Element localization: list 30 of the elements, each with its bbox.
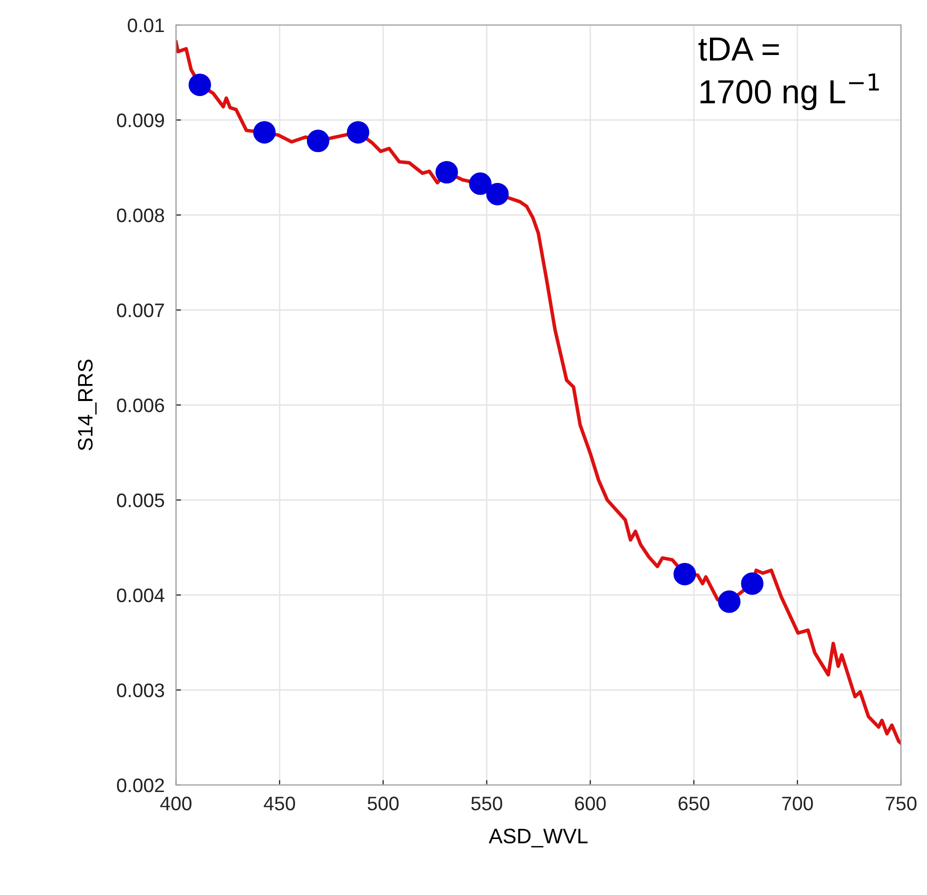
point: [436, 161, 458, 184]
x-tick-label: 600: [575, 796, 606, 810]
point: [306, 130, 330, 152]
point: [253, 121, 276, 144]
x-tick-label: 500: [368, 796, 399, 810]
x-tick-label: 650: [678, 796, 710, 810]
y-tick-label: 0.009: [116, 113, 164, 128]
point: [188, 74, 212, 96]
y-tick-label: 0.006: [116, 398, 164, 412]
x-tick-label: 750: [886, 796, 916, 810]
point: [486, 182, 509, 206]
y-tick-label: 0.005: [116, 493, 164, 508]
x-tick-label: 400: [160, 796, 192, 810]
x-tick-label: 550: [471, 796, 502, 810]
y-tick-label: 0.002: [116, 778, 164, 792]
y-tick-label: 0.01: [128, 18, 164, 32]
x-tick-label: 700: [782, 796, 813, 810]
annotation: tDA = 1700 ng L$^{−1}$: [698, 38, 879, 110]
x-axis-title: ASD_WVL: [488, 828, 588, 848]
y-tick-label: 0.003: [116, 683, 164, 698]
point: [718, 590, 741, 613]
point: [346, 121, 370, 144]
y-tick-label: 0.004: [116, 588, 164, 602]
point: [674, 562, 696, 586]
point: [469, 172, 492, 195]
x-tick-label: 450: [264, 796, 296, 810]
y-tick-label: 0.008: [116, 208, 164, 222]
y-tick-label: 0.007: [116, 303, 164, 318]
point: [741, 572, 764, 595]
y-axis-title: S14_RRS: [78, 360, 97, 450]
